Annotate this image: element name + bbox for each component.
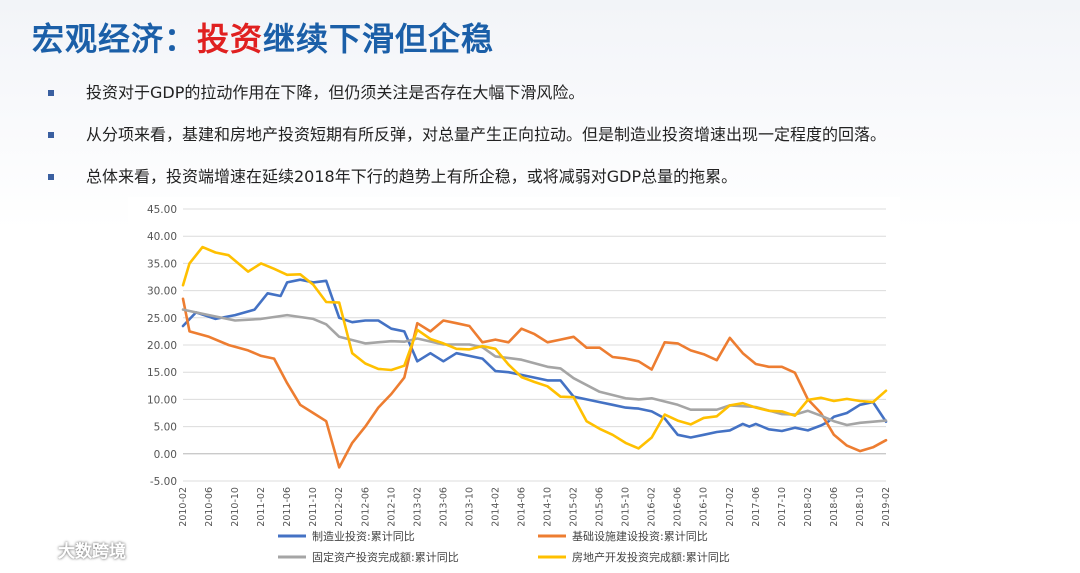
x-tick-label: 2017-10: [777, 487, 788, 527]
bullet-item: 从分项来看，基建和房地产投资短期有所反弹，对总量产生正向拉动。但是制造业投资增速…: [48, 122, 886, 148]
bullet-text: 投资对于GDP的拉动作用在下降，但仍须关注是否存在大幅下滑风险。: [86, 83, 585, 102]
x-tick-label: 2013-10: [464, 487, 475, 527]
x-tick-label: 2010-06: [204, 487, 215, 527]
title-part1: 宏观经济：: [32, 20, 198, 58]
watermark-text: 大数跨境: [58, 541, 126, 562]
x-tick-label: 2018-06: [829, 487, 840, 527]
y-tick-label: 40.00: [147, 231, 177, 243]
camera-logo-icon: [14, 538, 51, 560]
series-line: [181, 297, 888, 469]
x-tick-label: 2016-02: [647, 487, 658, 527]
line-chart: -5.00 0.00 5.00 10.00 15.00 20.00 25.00 30.00 35…: [128, 197, 900, 573]
y-tick-label: 35.00: [147, 258, 177, 270]
series-line: [181, 308, 888, 427]
y-tick-label: 20.00: [147, 340, 177, 352]
x-tick-label: 2011-02: [256, 487, 267, 527]
bullet-list: 投资对于GDP的拉动作用在下降，但仍须关注是否存在大幅下滑风险。 从分项来看，基…: [48, 80, 886, 206]
y-tick-label: -5.00: [150, 476, 177, 488]
x-tick-label: 2019-02: [881, 487, 892, 527]
bullet-text: 总体来看，投资端增速在延续2018年下行的趋势上有所企稳，或将减弱对GDP总量的…: [86, 167, 738, 186]
bullet-square-icon: [48, 174, 54, 180]
bullet-square-icon: [48, 132, 54, 138]
series-line: [181, 278, 888, 439]
legend-label: 房地产开发投资完成额:累计同比: [572, 550, 730, 564]
x-tick-label: 2016-10: [699, 487, 710, 527]
x-tick-label: 2012-06: [360, 487, 371, 527]
y-tick-label: 45.00: [147, 204, 177, 216]
watermark: 大数跨境: [12, 536, 126, 562]
x-tick-label: 2015-06: [595, 487, 606, 527]
y-tick-label: 10.00: [147, 394, 177, 406]
x-tick-label: 2014-02: [490, 487, 501, 527]
x-tick-label: 2011-06: [282, 487, 293, 527]
x-tick-label: 2017-02: [725, 487, 736, 527]
y-tick-label: 25.00: [147, 313, 177, 325]
page-title: 宏观经济：投资继续下滑但企稳: [32, 14, 494, 60]
x-tick-label: 2012-10: [386, 487, 397, 527]
legend-label: 制造业投资:累计同比: [312, 529, 415, 543]
x-tick-label: 2014-06: [516, 487, 527, 527]
chart-svg: -5.00 0.00 5.00 10.00 15.00 20.00 25.00 30.00 35…: [147, 204, 892, 564]
legend-label: 基础设施建设投资:累计同比: [572, 529, 708, 543]
series-line: [181, 245, 888, 450]
x-tick-label: 2010-10: [230, 487, 241, 527]
legend-label: 固定资产投资完成额:累计同比: [312, 550, 459, 564]
x-tick-label: 2018-10: [855, 487, 866, 527]
y-tick-label: 30.00: [147, 286, 177, 298]
bullet-item: 总体来看，投资端增速在延续2018年下行的趋势上有所企稳，或将减弱对GDP总量的…: [48, 164, 886, 190]
x-tick-label: 2014-10: [543, 487, 554, 527]
x-tick-label: 2017-06: [751, 487, 762, 527]
x-tick-label: 2011-10: [308, 487, 319, 527]
x-tick-label: 2013-06: [438, 487, 449, 527]
x-tick-label: 2016-06: [673, 487, 684, 527]
y-tick-label: 15.00: [147, 367, 177, 379]
x-tick-label: 2010-02: [178, 487, 189, 527]
y-tick-label: 0.00: [154, 449, 177, 461]
x-tick-label: 2018-02: [803, 487, 814, 527]
title-part3: 继续下滑但企稳: [263, 20, 495, 58]
bullet-square-icon: [48, 90, 54, 96]
x-tick-label: 2013-02: [412, 487, 423, 527]
title-accent: 投资: [197, 20, 264, 58]
bullet-item: 投资对于GDP的拉动作用在下降，但仍须关注是否存在大幅下滑风险。: [48, 80, 886, 106]
y-tick-label: 5.00: [154, 422, 177, 434]
bullet-text: 从分项来看，基建和房地产投资短期有所反弹，对总量产生正向拉动。但是制造业投资增速…: [86, 125, 887, 144]
x-tick-label: 2015-02: [569, 487, 580, 527]
x-tick-label: 2012-02: [334, 487, 345, 527]
x-tick-label: 2015-10: [621, 487, 632, 527]
